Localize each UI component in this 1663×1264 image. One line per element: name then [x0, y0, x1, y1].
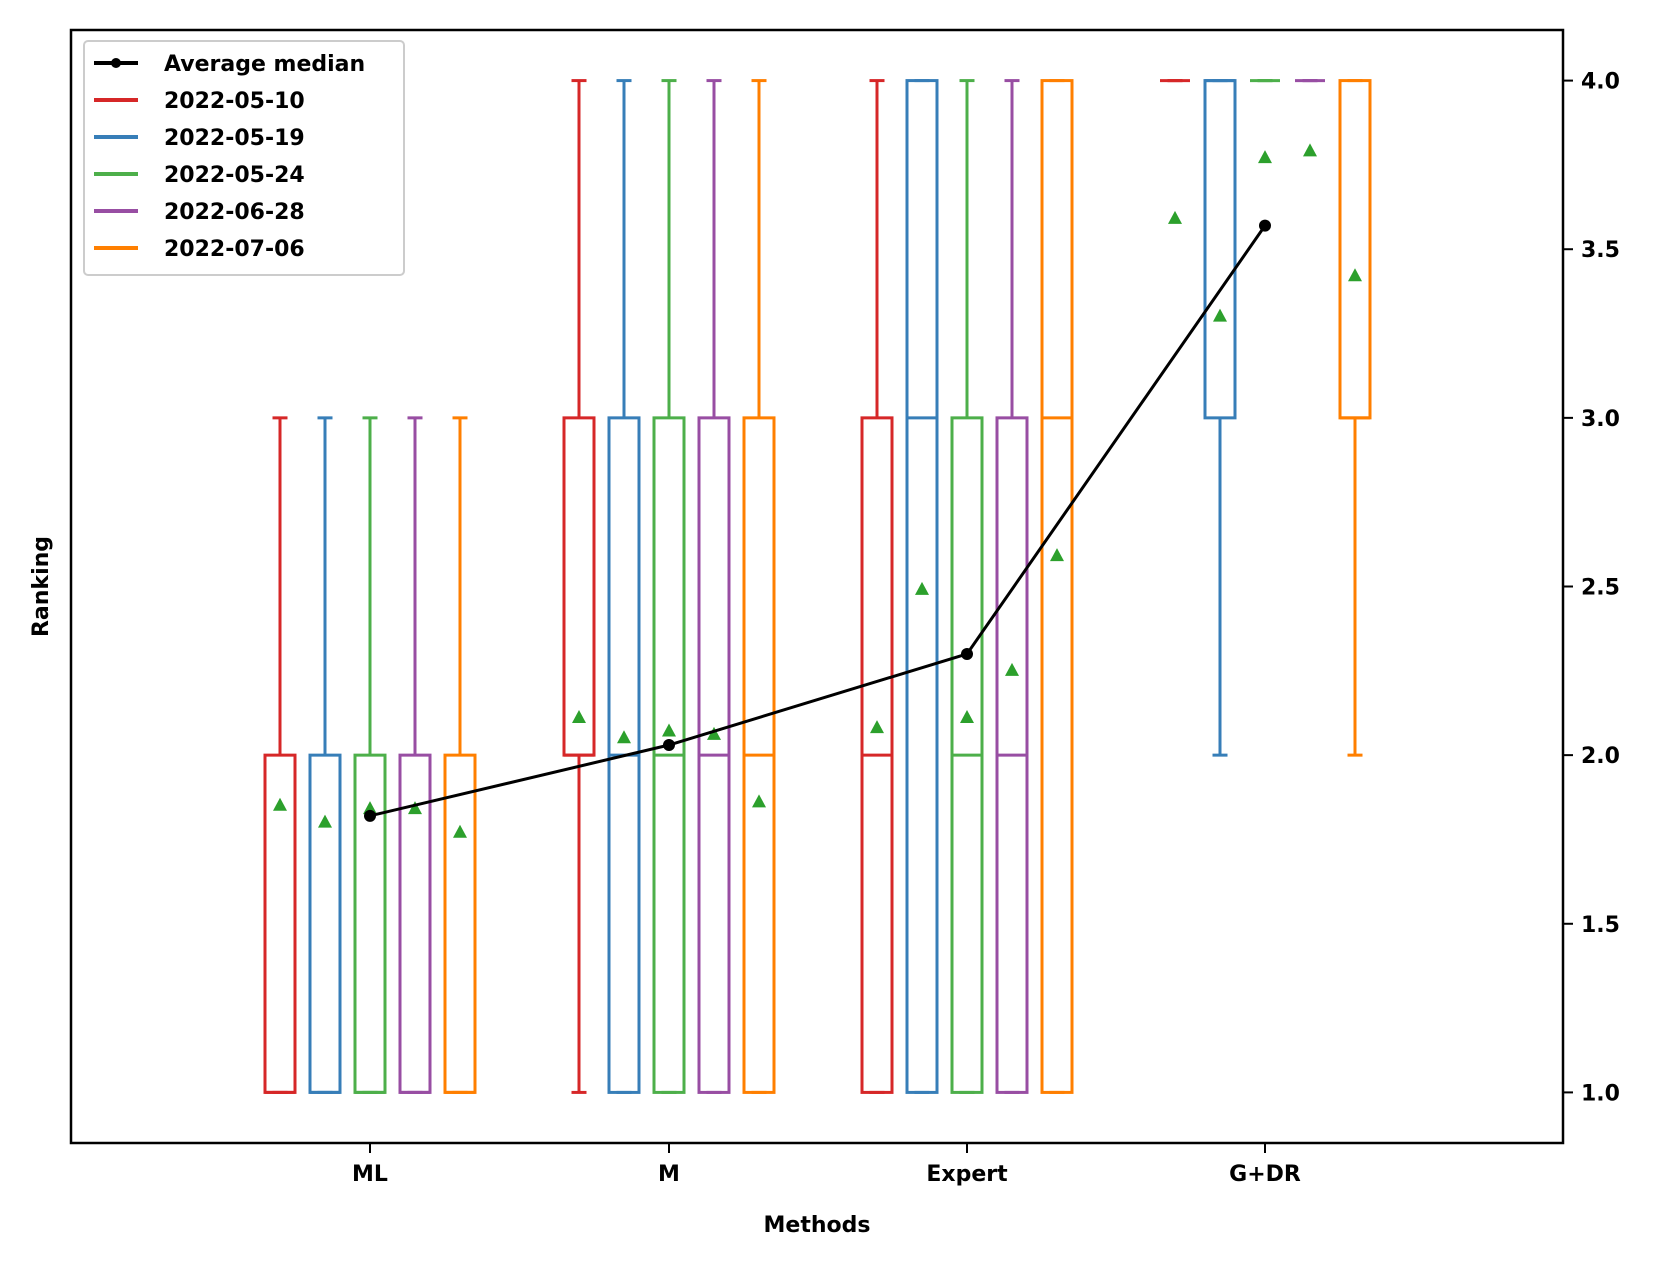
mean-marker: [408, 801, 422, 815]
legend-entry: 2022-05-19: [94, 126, 305, 151]
box-2022-07-06-Expert: [1040, 79, 1074, 1094]
legend: Average median 2022-05-10 2022-05-19 2022-0…: [83, 40, 405, 276]
mean-marker: [1005, 662, 1019, 676]
box-body: [1203, 79, 1237, 420]
box-2022-05-19-G+DR: [1203, 79, 1237, 757]
box-2022-05-10-Expert: [860, 79, 894, 1094]
box-body: [1040, 79, 1074, 1094]
box-body: [1338, 79, 1372, 420]
box-2022-06-28-ML: [398, 416, 432, 1094]
average-median-line: [369, 224, 1267, 818]
legend-entry: 2022-05-24: [94, 163, 305, 188]
box-2022-05-10-ML: [263, 416, 297, 1094]
y-axis-label: Ranking: [29, 536, 54, 637]
mean-marker: [870, 720, 884, 734]
y-tick-label: 1.0: [1581, 1081, 1620, 1106]
box-layer: [263, 79, 1372, 1094]
y-tick-label: 3.0: [1581, 407, 1620, 432]
box-2022-05-24-M: [652, 79, 686, 1094]
mean-marker: [752, 794, 766, 808]
average-median-layer: [364, 219, 1271, 822]
x-tick-label: Expert: [926, 1162, 1008, 1187]
legend-frame: [83, 40, 405, 276]
box-2022-07-06-ML: [443, 416, 477, 1094]
average-median-point: [364, 809, 376, 822]
mean-marker: [1348, 268, 1362, 282]
legend-marker: [111, 58, 121, 68]
mean-marker: [273, 797, 287, 811]
box-2022-05-24-G+DR: [1250, 79, 1280, 164]
average-median-point: [961, 647, 973, 660]
average-median-point: [1259, 219, 1271, 232]
mean-marker: [1303, 143, 1317, 157]
legend-label: Average median: [164, 52, 365, 77]
average-median-point: [663, 739, 675, 752]
legend-label: 2022-05-19: [164, 126, 305, 151]
mean-marker: [960, 710, 974, 724]
mean-marker: [318, 814, 332, 828]
y-tick-label: 4.0: [1581, 70, 1620, 95]
mean-marker: [662, 723, 676, 737]
legend-label: 2022-05-24: [164, 163, 305, 188]
x-axis-label: Methods: [764, 1213, 871, 1238]
box-2022-05-24-ML: [353, 416, 387, 1094]
box-2022-05-19-M: [607, 79, 641, 1094]
box-2022-07-06-M: [742, 79, 776, 1094]
legend-entry: 2022-06-28: [94, 200, 305, 225]
y-tick-label: 3.5: [1581, 238, 1620, 263]
y-tick-label: 2.5: [1581, 576, 1620, 601]
legend-entry: 2022-05-10: [94, 89, 305, 114]
mean-marker: [572, 710, 586, 724]
box-2022-06-28-M: [697, 79, 731, 1094]
y-tick-label: 1.5: [1581, 913, 1620, 938]
box-2022-06-28-G+DR: [1295, 79, 1325, 157]
mean-marker: [1258, 150, 1272, 164]
box-2022-07-06-G+DR: [1338, 79, 1372, 757]
mean-marker: [707, 726, 721, 740]
legend-entry: Average median: [94, 52, 365, 77]
axes: ML M Expert G+DR 1.0 1.5 2.0 2.5 3.0 3.5 4.0: [69, 28, 1620, 1187]
box-2022-05-24-Expert: [950, 79, 984, 1094]
box-body: [308, 753, 342, 1094]
box-2022-05-19-ML: [308, 416, 342, 1094]
mean-marker: [363, 801, 377, 815]
box-body: [562, 416, 596, 757]
box-2022-06-28-Expert: [995, 79, 1029, 1094]
mean-marker: [617, 730, 631, 744]
box-2022-05-10-M: [562, 79, 596, 1094]
mean-marker: [1168, 210, 1182, 224]
mean-marker: [1050, 548, 1064, 562]
box-2022-05-10-G+DR: [1160, 79, 1190, 224]
x-tick-label: G+DR: [1229, 1162, 1301, 1187]
y-tick-label: 2.0: [1581, 744, 1620, 769]
legend-label: 2022-06-28: [164, 200, 305, 225]
legend-label: 2022-07-06: [164, 237, 305, 262]
legend-entry: 2022-07-06: [94, 237, 305, 262]
legend-label: 2022-05-10: [164, 89, 305, 114]
mean-marker: [453, 824, 467, 838]
x-tick-label: M: [658, 1162, 680, 1187]
box-body: [443, 753, 477, 1094]
mean-marker: [915, 581, 929, 595]
x-tick-label: ML: [352, 1162, 388, 1187]
box-2022-05-19-Expert: [905, 79, 939, 1094]
mean-marker: [1213, 308, 1227, 322]
